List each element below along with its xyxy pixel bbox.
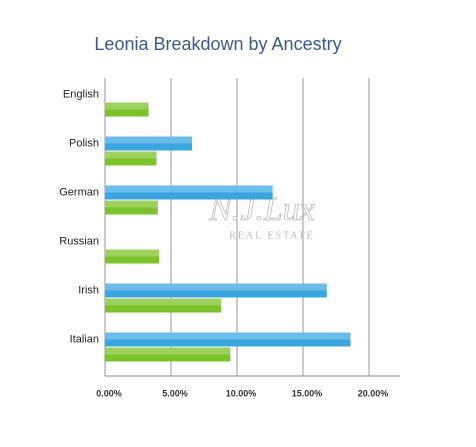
- bar: [105, 298, 222, 313]
- bar-shade: [105, 249, 160, 257]
- bar-shade: [105, 136, 193, 144]
- bar-shade: [105, 332, 351, 340]
- bar: [105, 332, 351, 347]
- y-tick-label: Russian: [59, 235, 99, 247]
- bar-shade: [105, 102, 149, 110]
- y-tick-label: German: [59, 186, 99, 198]
- bar: [105, 347, 231, 362]
- x-tick-label: 5.00%: [162, 388, 188, 398]
- chart-title: Leonia Breakdown by Ancestry: [94, 34, 341, 54]
- bar: [105, 200, 158, 215]
- bar: [105, 151, 157, 166]
- watermark-sub: REAL ESTATE: [229, 230, 315, 241]
- bar-shade: [105, 151, 157, 159]
- bar: [105, 185, 273, 200]
- x-tick-label: 10.00%: [226, 388, 257, 398]
- bar-shade: [105, 185, 273, 193]
- bar: [105, 136, 193, 151]
- y-tick-label: Irish: [78, 284, 99, 296]
- x-tick-label: 15.00%: [292, 388, 323, 398]
- bar-shade: [105, 283, 327, 291]
- bar: [105, 249, 160, 264]
- bar: [105, 102, 149, 117]
- y-tick-label: Italian: [70, 333, 99, 345]
- x-tick-label: 0.00%: [96, 388, 122, 398]
- bar-shade: [105, 200, 158, 208]
- bar-shade: [105, 298, 222, 306]
- y-tick-label: English: [63, 88, 99, 100]
- bar-shade: [105, 347, 231, 355]
- x-tick-label: 20.00%: [358, 388, 389, 398]
- y-tick-label: Polish: [69, 137, 99, 149]
- bar: [105, 283, 327, 298]
